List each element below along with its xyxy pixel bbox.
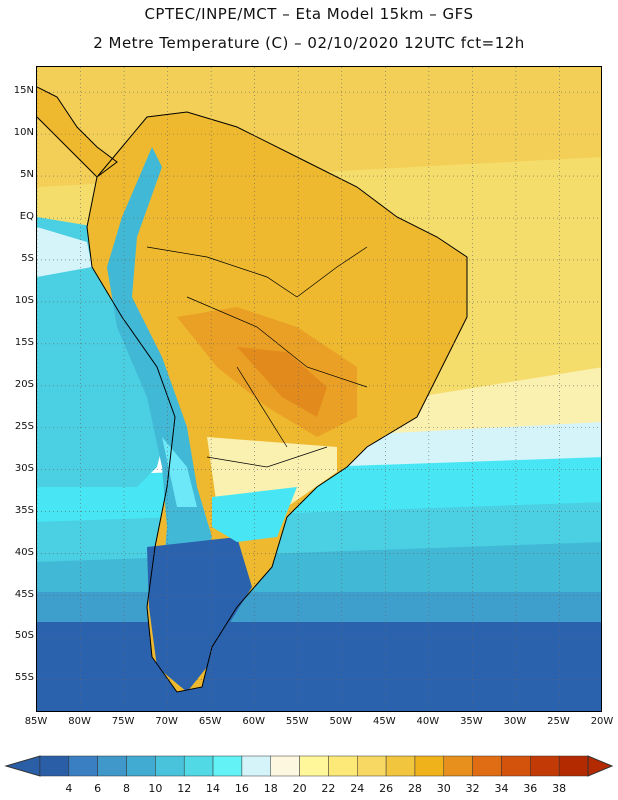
colorbar-swatch	[241, 755, 271, 777]
colorbar-tick-label: 18	[263, 782, 278, 795]
patagonia-cold	[147, 537, 252, 692]
colorbar-swatch	[39, 755, 70, 777]
colorbar-tick-label: 28	[407, 782, 422, 795]
colorbar-low-arrow	[4, 755, 41, 777]
colorbar-high-arrow	[587, 755, 614, 777]
colorbar-swatch	[501, 755, 531, 777]
central-america-coastline	[37, 86, 118, 178]
latitude-tick-label: 15N	[13, 85, 34, 97]
colorbar-tick-label: 30	[436, 782, 451, 795]
longitude-tick-label: 40W	[416, 716, 440, 727]
longitude-tick-label: 85W	[24, 716, 48, 727]
longitude-tick-label: 25W	[547, 716, 570, 727]
ocean-band-mid-blue	[37, 592, 601, 627]
coastline	[86, 111, 468, 693]
colorbar-tick-label: 36	[523, 782, 538, 795]
colorbar-tick-label: 38	[552, 782, 567, 795]
colorbar-tick-label: 32	[465, 782, 480, 795]
latitude-tick-label: 25S	[14, 420, 34, 432]
colorbar-swatch	[68, 755, 98, 777]
colorbar-tick-label: 10	[148, 782, 163, 795]
colorbar-swatch	[472, 755, 502, 777]
latitude-tick-label: 35S	[14, 504, 34, 516]
longitude-tick-label: 55W	[285, 716, 309, 727]
longitude-tick-label: 30W	[503, 716, 527, 727]
colorbar-swatch	[97, 755, 127, 777]
colorbar-swatch	[126, 755, 156, 777]
longitude-tick-label: 60W	[242, 716, 265, 727]
map-title-line-1: CPTEC/INPE/MCT – Eta Model 15km – GFS	[144, 5, 474, 23]
colorbar-swatch	[443, 755, 473, 777]
colorbar-tick-label: 26	[379, 782, 394, 795]
latitude-tick-label: 5S	[21, 252, 34, 264]
longitude-tick-label: 35W	[460, 716, 483, 727]
colorbar-swatch	[212, 755, 243, 777]
colorbar-tick-label: 12	[177, 782, 192, 795]
colorbar-tick-label: 6	[94, 782, 102, 795]
longitude-tick-label: 70W	[155, 716, 178, 727]
ocean-band-deep-blue	[37, 622, 601, 711]
pacific-cool-water-north	[37, 227, 92, 277]
colorbar-tick-label: 24	[350, 782, 365, 795]
colorbar-swatch	[328, 755, 358, 777]
longitude-tick-label: 75W	[111, 716, 135, 727]
latitude-tick-label: 55S	[14, 672, 34, 684]
colorbar-swatch	[155, 755, 185, 777]
central-america-land	[37, 87, 117, 177]
latitude-tick-label: 45S	[14, 588, 34, 600]
colorbar-tick-label: 4	[65, 782, 73, 795]
country-borders	[146, 246, 368, 468]
pampas-cyan	[212, 487, 297, 542]
longitude-tick-label: 65W	[198, 716, 222, 727]
colorbar-swatch	[183, 755, 214, 777]
colorbar-swatch	[270, 755, 300, 777]
latitude-tick-label: 5N	[20, 169, 34, 181]
longitude-tick-label: 20W	[590, 716, 614, 727]
temperature-map	[36, 66, 602, 712]
map-title-line-2: 2 Metre Temperature (C) – 02/10/2020 12U…	[93, 34, 525, 52]
latitude-tick-label: 50S	[14, 630, 34, 642]
latitude-tick-label: 10N	[13, 127, 34, 139]
pacific-cool-water	[37, 217, 167, 487]
colorbar-tick-label: 20	[292, 782, 307, 795]
latitude-tick-label: 15S	[14, 336, 34, 348]
colorbar-swatch	[558, 755, 589, 777]
colorbar-swatch	[299, 755, 329, 777]
colorbar-tick-label: 8	[123, 782, 131, 795]
colorbar-tick-label: 22	[321, 782, 336, 795]
ocean-band-light-cyan	[297, 422, 601, 467]
colorbar-tick-label: 14	[206, 782, 221, 795]
map-canvas	[37, 67, 601, 711]
colorbar-tick-label: 34	[494, 782, 509, 795]
longitude-tick-label: 80W	[68, 716, 91, 727]
longitude-tick-label: 50W	[329, 716, 353, 727]
colorbar-swatch	[357, 755, 387, 777]
hottest-core	[237, 347, 327, 417]
latitude-tick-label: 20S	[14, 378, 34, 390]
temperature-colorbar	[4, 755, 614, 777]
latitude-tick-label: EQ	[19, 211, 34, 222]
colorbar-swatch	[414, 755, 445, 777]
longitude-tick-label: 45W	[372, 716, 396, 727]
colorbar-swatch	[385, 755, 416, 777]
latitude-tick-label: 30S	[14, 462, 34, 474]
colorbar-tick-label: 16	[234, 782, 249, 795]
colorbar-swatch	[530, 755, 560, 777]
latitude-tick-label: 10S	[14, 294, 34, 306]
latitude-tick-label: 40S	[14, 546, 34, 558]
